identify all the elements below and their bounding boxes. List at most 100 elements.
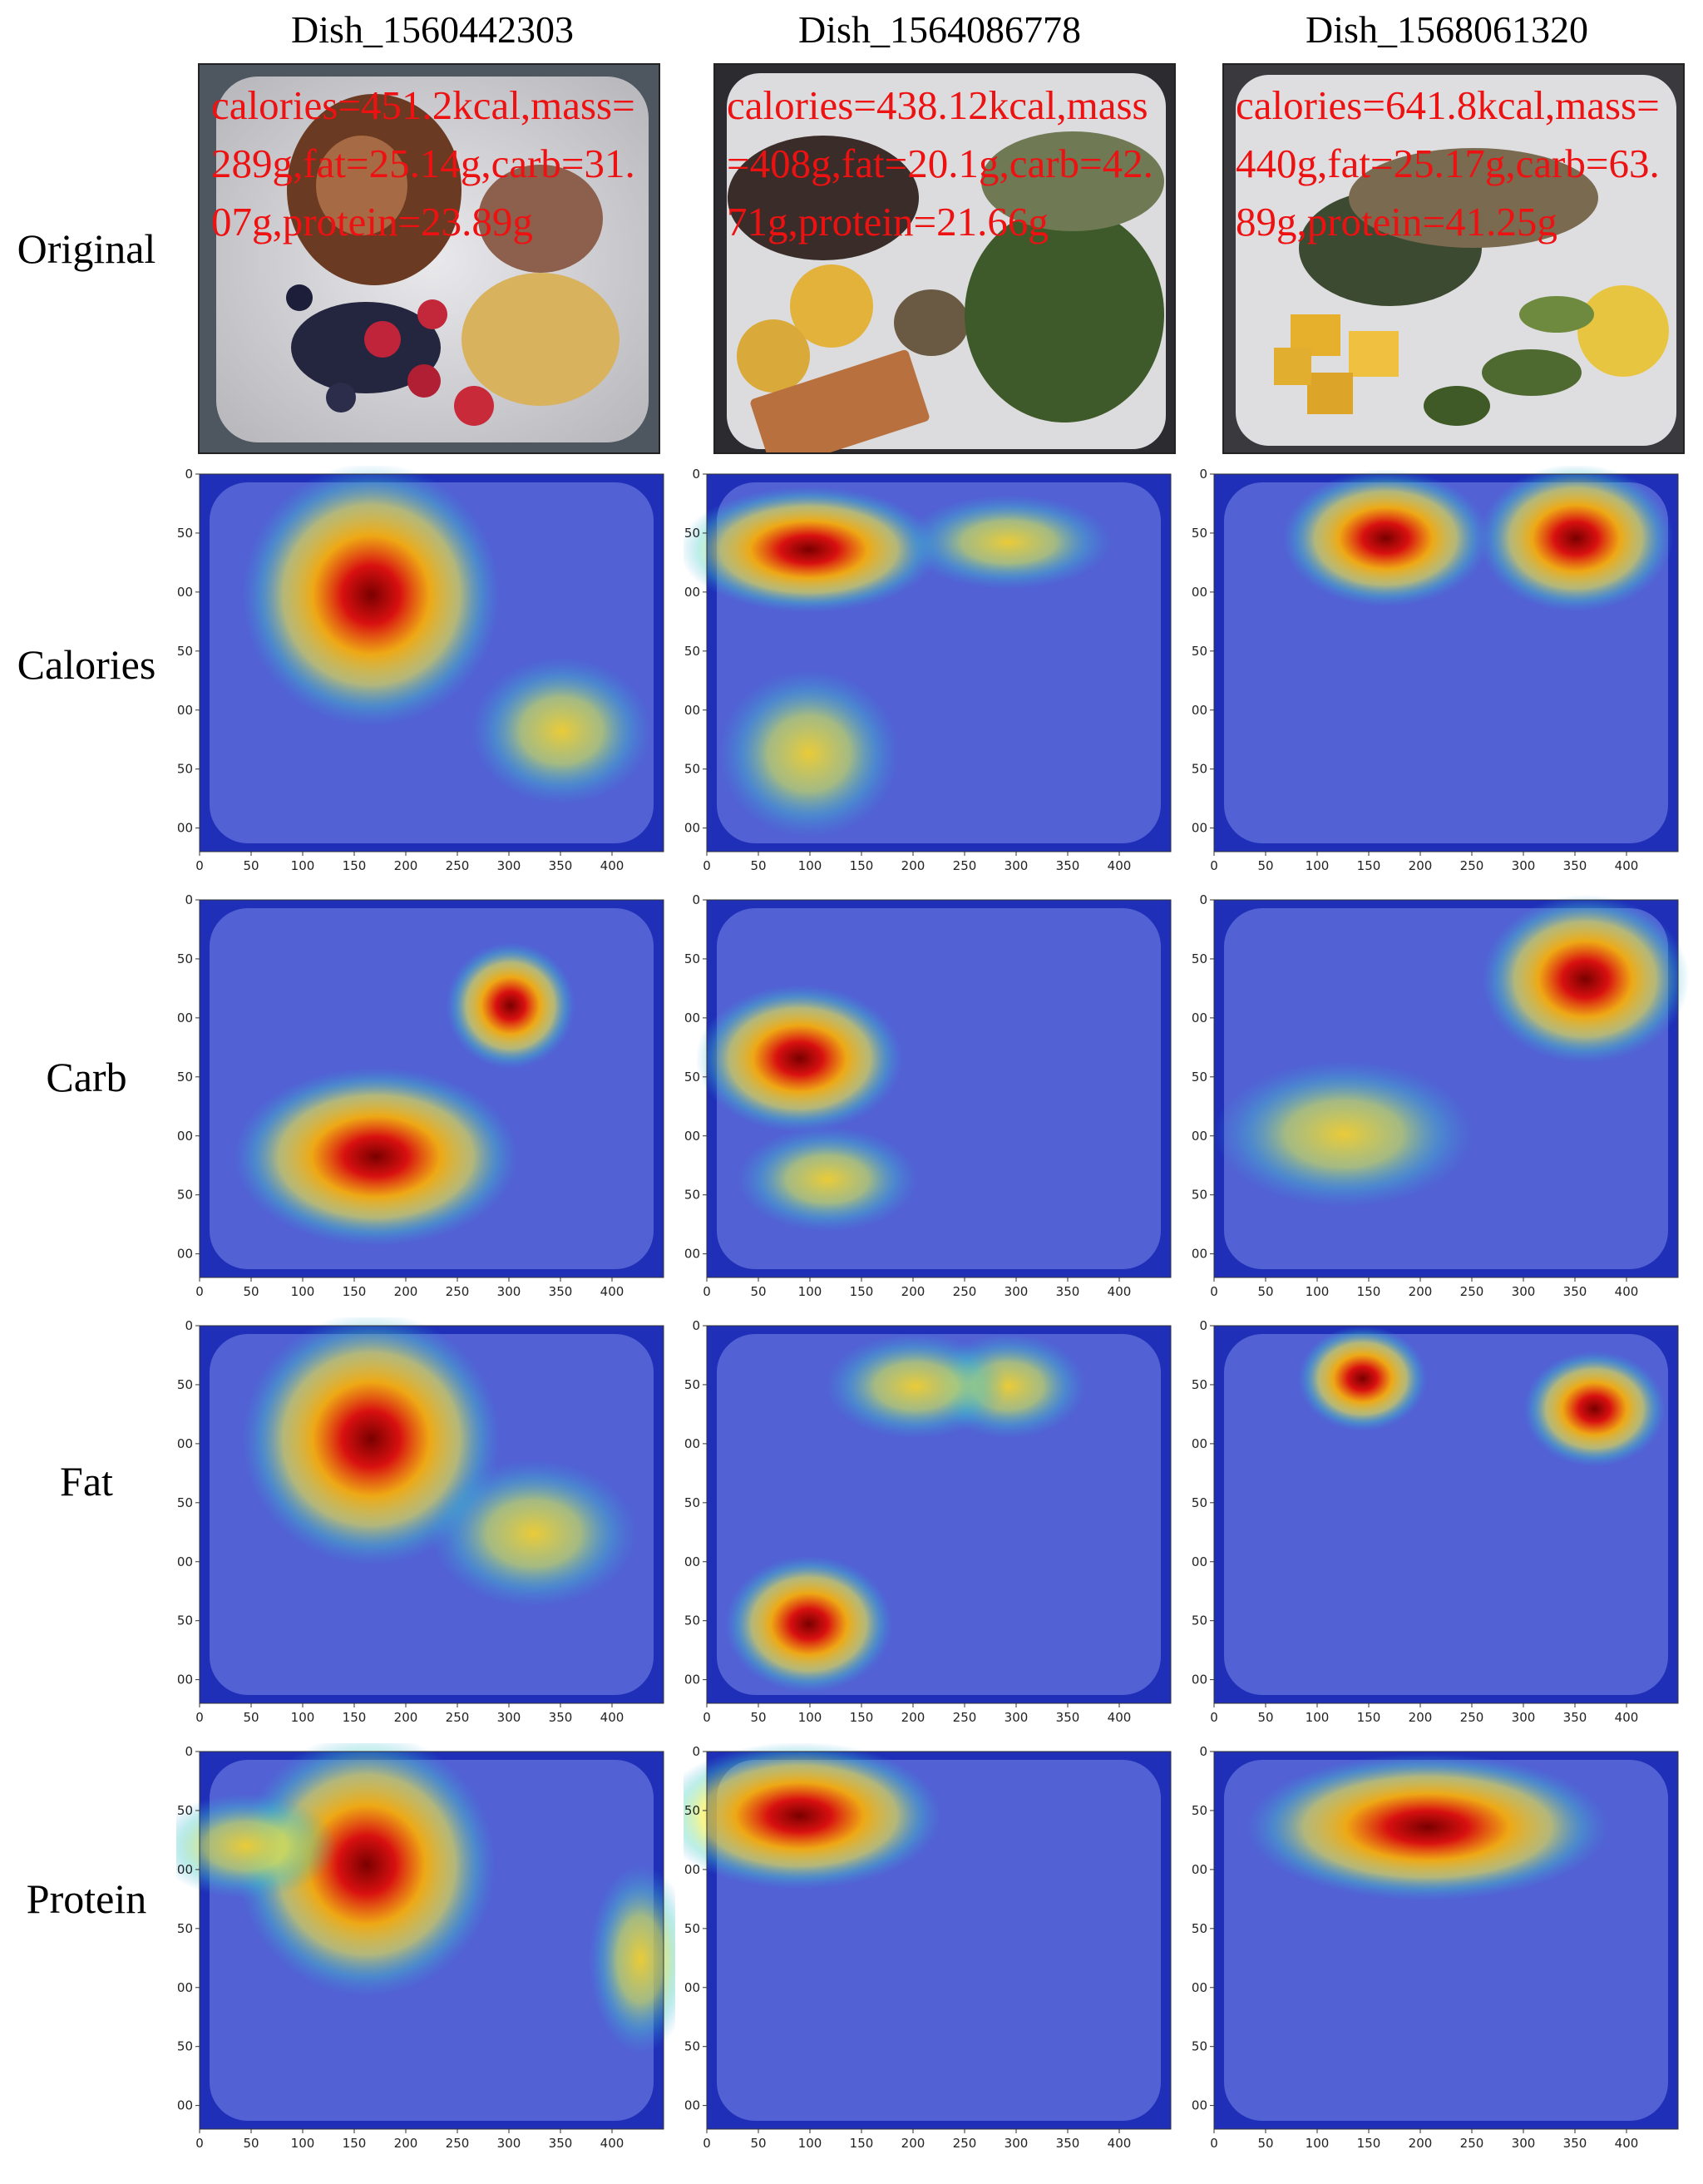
x-tick-label: 350 bbox=[1563, 1710, 1587, 1725]
heat-spot bbox=[684, 1743, 943, 1890]
x-tick-label: 400 bbox=[600, 858, 624, 873]
x-tick-label: 200 bbox=[394, 2136, 418, 2151]
x-tick-label: 150 bbox=[343, 858, 367, 873]
x-tick-label: 300 bbox=[1005, 1284, 1029, 1299]
x-tick-label: 50 bbox=[750, 1710, 766, 1725]
x-tick-label: 50 bbox=[1257, 1710, 1273, 1725]
x-tick-label: 300 bbox=[497, 1710, 521, 1725]
x-tick-label: 300 bbox=[1005, 858, 1029, 873]
y-tick-label: 250 bbox=[684, 1613, 700, 1628]
x-tick-label: 250 bbox=[953, 1284, 977, 1299]
y-tick-label: 300 bbox=[176, 1673, 193, 1687]
x-tick-label: 50 bbox=[750, 858, 766, 873]
y-tick-label: 100 bbox=[176, 1862, 193, 1877]
x-tick-label: 250 bbox=[446, 1710, 470, 1725]
y-tick-label: 250 bbox=[176, 762, 193, 777]
y-tick-label: 50 bbox=[1192, 1377, 1207, 1392]
y-tick-label: 200 bbox=[1191, 1129, 1207, 1144]
heat-spot bbox=[736, 1126, 919, 1233]
y-tick-label: 50 bbox=[1192, 951, 1207, 966]
x-tick-label: 0 bbox=[195, 1284, 204, 1299]
nutrition-info-1: calories=451.2kcal,mass=289g,fat=25.14g,… bbox=[211, 82, 635, 245]
y-tick-label: 300 bbox=[684, 2098, 700, 2113]
y-tick-label: 300 bbox=[1191, 1673, 1207, 1687]
x-tick-label: 50 bbox=[243, 1284, 259, 1299]
x-tick-label: 400 bbox=[1108, 1284, 1132, 1299]
x-tick-label: 50 bbox=[1257, 858, 1273, 873]
x-tick-label: 250 bbox=[446, 1284, 470, 1299]
y-tick-label: 300 bbox=[684, 1673, 700, 1687]
heatmap-calories-2: 0 50 100 150 200 250 300 350 400 0 50 100 150 200 250 3… bbox=[684, 466, 1182, 882]
x-tick-label: 400 bbox=[1108, 1710, 1132, 1725]
x-tick-label: 400 bbox=[1615, 858, 1639, 873]
x-tick-label: 350 bbox=[549, 858, 573, 873]
x-tick-label: 350 bbox=[549, 1710, 573, 1725]
heatmap-carb-2: 0 50 100 150 200 250 300 350 400 0 50 100 150 200 250 3… bbox=[684, 892, 1182, 1307]
x-tick-label: 350 bbox=[1056, 1284, 1080, 1299]
dish-title-1: Dish_1560442303 bbox=[291, 8, 574, 51]
y-tick-label: 300 bbox=[1191, 2098, 1207, 2113]
y-tick-label: 150 bbox=[1191, 1070, 1207, 1085]
heatmap-fat-1: 0 50 100 150 200 250 300 350 400 0 50 100 150 200 250 3… bbox=[176, 1317, 675, 1733]
x-tick-label: 350 bbox=[549, 1284, 573, 1299]
x-tick-label: 100 bbox=[1306, 1284, 1330, 1299]
x-tick-label: 300 bbox=[1512, 2136, 1536, 2151]
x-tick-label: 250 bbox=[446, 2136, 470, 2151]
x-tick-label: 150 bbox=[850, 1284, 874, 1299]
y-tick-label: 150 bbox=[176, 1070, 193, 1085]
heatmap-protein-2: 0 50 100 150 200 250 300 350 400 0 50 100 150 200 250 3… bbox=[684, 1743, 1182, 2159]
y-tick-label: 150 bbox=[1191, 644, 1207, 659]
y-tick-label: 150 bbox=[176, 1921, 193, 1936]
x-tick-label: 50 bbox=[243, 858, 259, 873]
y-tick-label: 300 bbox=[176, 821, 193, 836]
x-tick-label: 350 bbox=[1563, 1284, 1587, 1299]
heatmap-carb-3: 0 50 100 150 200 250 300 350 400 0 50 100 150 200 250 3… bbox=[1191, 892, 1690, 1307]
x-tick-label: 150 bbox=[1357, 2136, 1381, 2151]
x-tick-label: 100 bbox=[798, 858, 822, 873]
y-tick-label: 50 bbox=[1192, 1803, 1207, 1818]
x-tick-label: 200 bbox=[901, 1284, 926, 1299]
y-tick-label: 100 bbox=[1191, 585, 1207, 600]
y-tick-label: 250 bbox=[176, 2039, 193, 2054]
heat-spot bbox=[904, 494, 1113, 590]
x-tick-label: 200 bbox=[901, 1710, 926, 1725]
x-tick-label: 50 bbox=[750, 2136, 766, 2151]
y-tick-label: 0 bbox=[185, 467, 193, 482]
y-tick-label: 0 bbox=[692, 1744, 700, 1759]
heatmap-protein-3: 0 50 100 150 200 250 300 350 400 0 50 100 150 200 250 3… bbox=[1191, 1743, 1690, 2159]
heat-spot bbox=[684, 486, 939, 614]
y-tick-label: 250 bbox=[176, 1188, 193, 1203]
y-tick-label: 300 bbox=[1191, 1247, 1207, 1262]
y-tick-label: 150 bbox=[1191, 1921, 1207, 1936]
y-tick-label: 100 bbox=[684, 1010, 700, 1025]
x-tick-label: 200 bbox=[1409, 1710, 1433, 1725]
y-tick-label: 200 bbox=[176, 1980, 193, 1995]
x-tick-label: 0 bbox=[703, 858, 711, 873]
y-tick-label: 300 bbox=[1191, 821, 1207, 836]
heat-spot bbox=[1523, 1350, 1666, 1467]
original-photo-1: calories=451.2kcal,mass=289g,fat=25.14g,… bbox=[198, 63, 660, 454]
x-tick-label: 300 bbox=[497, 2136, 521, 2151]
y-tick-label: 100 bbox=[176, 1436, 193, 1451]
x-tick-label: 400 bbox=[1615, 1710, 1639, 1725]
heat-spot bbox=[470, 656, 653, 805]
heat-spot bbox=[445, 941, 575, 1070]
y-tick-label: 0 bbox=[185, 1318, 193, 1333]
y-tick-label: 250 bbox=[684, 1188, 700, 1203]
x-tick-label: 350 bbox=[1563, 858, 1587, 873]
x-tick-label: 250 bbox=[953, 1710, 977, 1725]
y-tick-label: 100 bbox=[684, 1862, 700, 1877]
x-tick-label: 200 bbox=[1409, 1284, 1433, 1299]
x-tick-label: 150 bbox=[850, 1710, 874, 1725]
y-tick-label: 0 bbox=[692, 892, 700, 907]
x-tick-label: 250 bbox=[446, 858, 470, 873]
y-tick-label: 250 bbox=[1191, 2039, 1207, 2054]
heat-spot bbox=[241, 466, 501, 728]
heat-spot bbox=[1478, 466, 1674, 613]
y-tick-label: 200 bbox=[684, 1129, 700, 1144]
x-tick-label: 100 bbox=[1306, 1710, 1330, 1725]
x-tick-label: 0 bbox=[1210, 1710, 1218, 1725]
y-tick-label: 150 bbox=[684, 1495, 700, 1510]
original-photo-2: calories=438.12kcal,mass=408g,fat=20.1g,… bbox=[713, 63, 1176, 454]
heatmap-calories-3: 0 50 100 150 200 250 300 350 400 0 50 100 150 200 250 3… bbox=[1191, 466, 1690, 882]
